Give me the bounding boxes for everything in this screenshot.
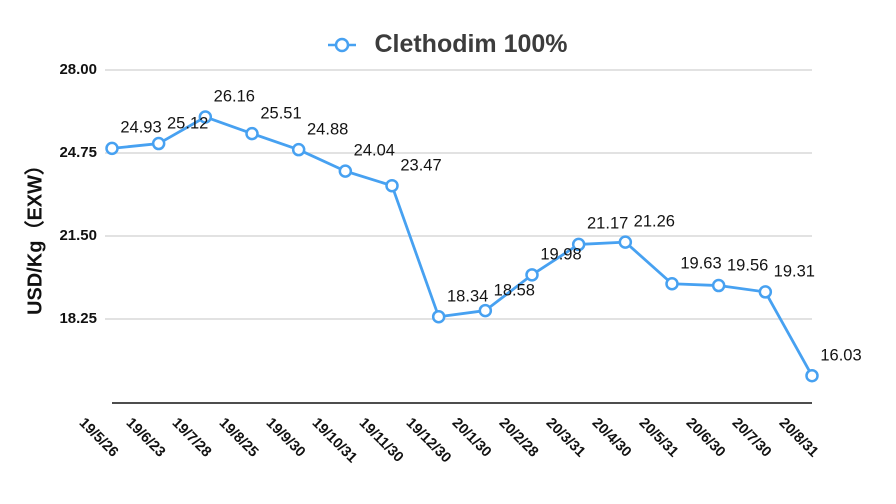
data-point-label: 21.17: [587, 214, 629, 233]
data-point-label: 23.47: [400, 156, 442, 175]
data-point-label: 19.56: [727, 256, 769, 275]
data-point-label: 24.04: [353, 141, 395, 160]
y-axis-tick-label: 28.00: [59, 61, 97, 78]
data-point-marker[interactable]: [525, 268, 539, 282]
legend-circle: [335, 37, 350, 52]
data-point-marker[interactable]: [105, 141, 119, 156]
data-point-label: 18.58: [493, 281, 535, 300]
data-point-label: 25.12: [167, 114, 209, 133]
legend-label: Clethodim 100%: [374, 30, 568, 58]
data-point-marker[interactable]: [571, 237, 586, 252]
data-point-marker[interactable]: [618, 235, 633, 249]
data-point-label: 16.03: [820, 346, 862, 365]
data-point-marker[interactable]: [711, 278, 726, 293]
data-point-marker[interactable]: [478, 303, 493, 318]
legend-line-marker-icon: [328, 37, 357, 52]
data-point-marker[interactable]: [198, 110, 213, 124]
data-point-label: 24.93: [120, 118, 162, 137]
y-axis-tick-label: 24.75: [59, 144, 97, 161]
data-point-marker[interactable]: [805, 368, 819, 383]
data-point-label: 19.31: [773, 262, 815, 281]
data-point-marker[interactable]: [385, 178, 399, 193]
data-point-marker[interactable]: [431, 309, 446, 324]
data-point-label: 24.88: [307, 120, 349, 139]
y-axis-tick-label: 18.25: [59, 310, 97, 327]
data-point-marker[interactable]: [665, 277, 679, 291]
data-point-label: 19.98: [540, 245, 582, 264]
data-point-marker[interactable]: [291, 142, 306, 157]
y-axis-tick-label: 21.50: [59, 227, 97, 244]
data-point-label: 26.16: [213, 87, 255, 106]
data-point-marker[interactable]: [151, 136, 166, 151]
legend-item-clethodim[interactable]: Clethodim 100%: [0, 30, 896, 59]
data-point-label: 19.63: [680, 254, 722, 273]
data-point-label: 21.26: [633, 212, 675, 231]
data-point-marker[interactable]: [245, 126, 259, 141]
data-point-marker[interactable]: [338, 164, 353, 178]
data-point-marker[interactable]: [758, 285, 773, 299]
data-point-label: 25.51: [260, 104, 302, 123]
data-point-label: 18.34: [447, 287, 489, 306]
series-line: [110, 115, 814, 378]
